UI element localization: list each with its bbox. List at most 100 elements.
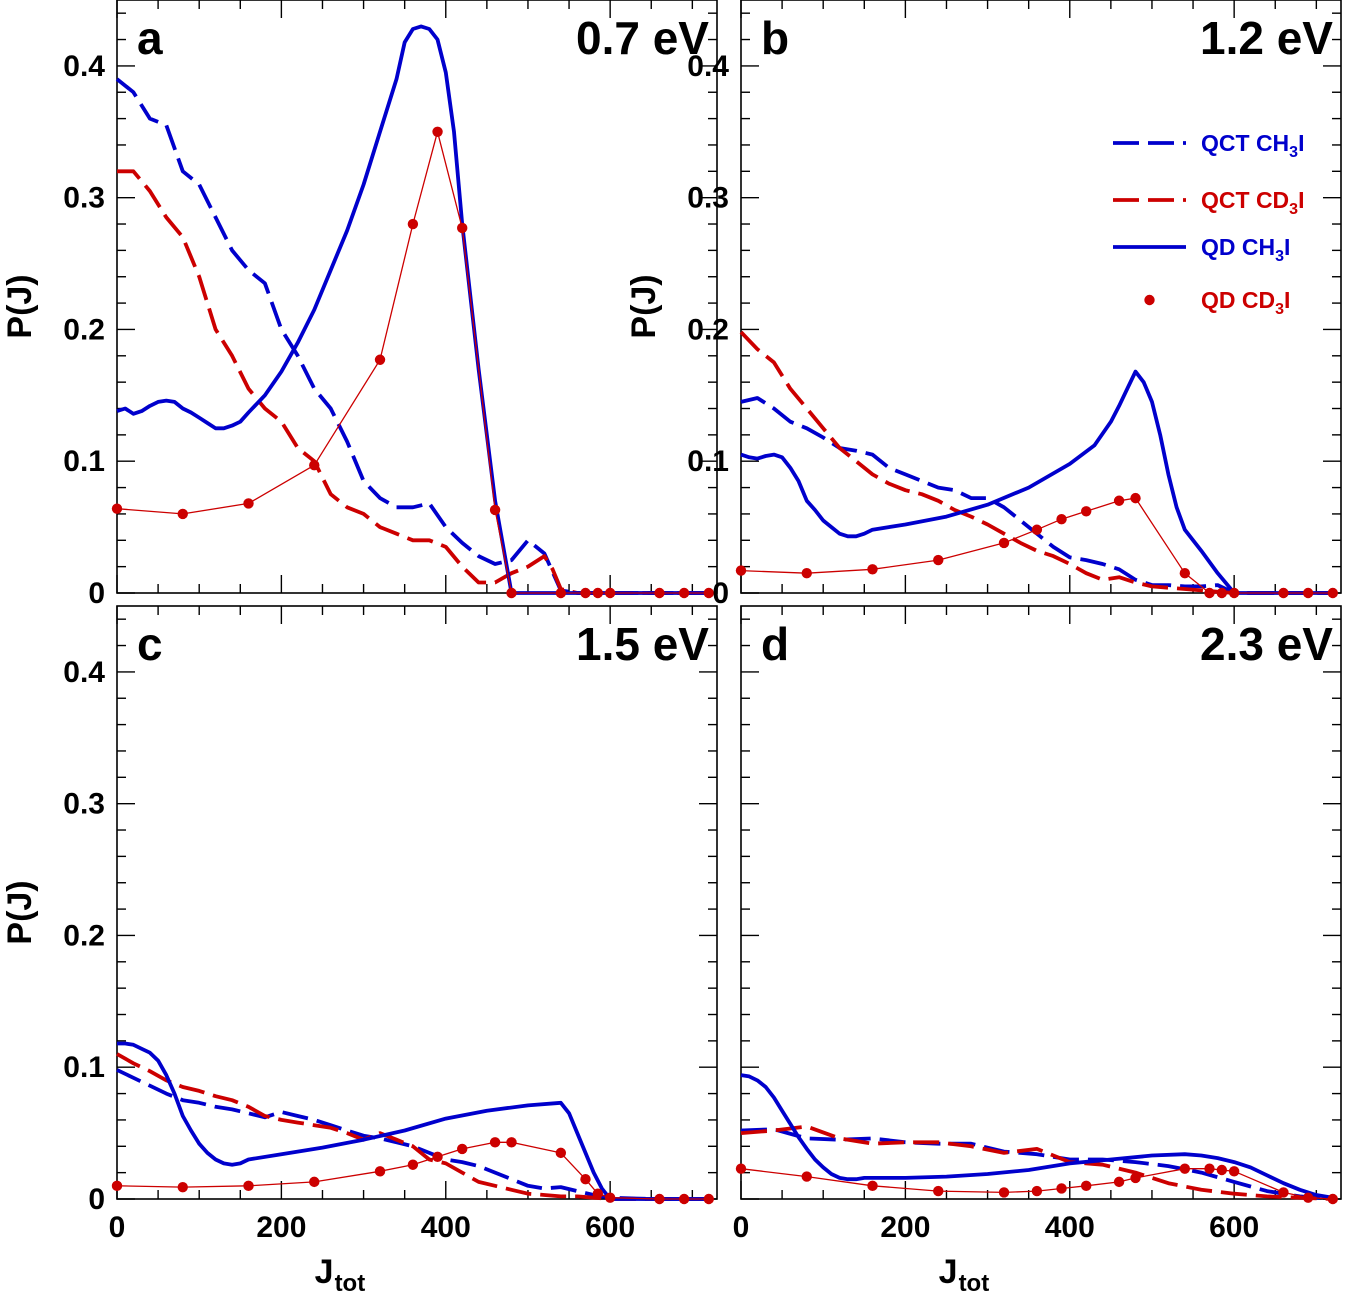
panel-d-qd-cd3i-point (1056, 1183, 1067, 1194)
x-axis-label-subscript: tot (959, 1270, 990, 1292)
panel-d-qd-cd3i-point (1031, 1185, 1043, 1197)
panel-b-series-qct-ch3i (740, 396, 1333, 595)
panel-d-frame (740, 605, 1342, 1200)
legend-label-tail: I (1298, 130, 1304, 156)
panel-c-qd-cd3i-point (555, 1147, 567, 1159)
panel-d-qd-cd3i-point (735, 1163, 747, 1174)
x-axis-label: J (315, 1253, 334, 1291)
panel-d-qd-cd3i-point (1228, 1166, 1240, 1177)
panel-d-qd-cd3i-point (1327, 1193, 1338, 1205)
panel-a-qd-cd3i-point (374, 354, 386, 365)
y-tick-label: 0.1 (63, 1051, 105, 1084)
panel-b-qd-cd3i-point (801, 568, 812, 579)
panel-b-qd-cd3i-point (1327, 587, 1338, 599)
panel-b-qd-cd3i-point (1228, 587, 1240, 599)
panel-d-qd-cd3i-point (933, 1185, 944, 1197)
panel-b-qd-cd3i-point (998, 537, 1010, 549)
y-tick-label: 0.2 (687, 313, 729, 346)
panel-b-qd-cd3i-point (1081, 506, 1092, 517)
y-tick-label: 0.2 (63, 313, 105, 346)
y-tick-label: 0.2 (63, 919, 105, 952)
panel-d-series-qct-ch3i (740, 1127, 1333, 1201)
panel-b-letter: b (761, 12, 789, 64)
y-axis-label: P(J) (1, 274, 39, 338)
y-tick-label: 0 (88, 1183, 105, 1216)
panel-b-energy-label: 1.2 eV (1200, 12, 1333, 64)
panel-d-qd-cd3i-point (1204, 1163, 1215, 1174)
y-tick-label: 0.4 (63, 656, 105, 689)
panel-c-qd-cd3i-point (604, 1192, 616, 1203)
panel-b-qd-cd3i-point (1130, 492, 1141, 504)
legend-label-main: QD CH (1201, 234, 1275, 260)
panel-c-qd-cd3i-point (243, 1180, 254, 1192)
y-tick-label: 0 (88, 577, 105, 610)
panel-c-qd-cd3i-point (309, 1176, 320, 1188)
panel-a-qd-cd3i-point (407, 218, 419, 230)
panel-c-qd-cd3i-point (580, 1174, 591, 1185)
text-layer: 0 0.1 0.2 0.3 0.4 P(J) a 0.7 eV 0 0.1 0.2 0.3 0.4 P(J… (1, 12, 1333, 1297)
panel-b-series-qct-cd3i (739, 330, 1333, 595)
panel-c-qd-cd3i-point (407, 1159, 419, 1170)
legend-label-tail: I (1298, 187, 1304, 213)
legend-label-2: QD CH3I (1201, 234, 1290, 265)
panel-d-qd-cd3i-point (801, 1171, 812, 1182)
y-tick-label: 0.4 (63, 50, 105, 83)
y-tick-label: 0.3 (63, 788, 105, 821)
panel-d-qd-cd3i-point (1113, 1176, 1125, 1188)
panel-b-qd-cd3i-point (933, 554, 944, 566)
panel-a-qd-cd3i-point (654, 587, 665, 599)
x-tick-label: 0 (109, 1211, 126, 1244)
panel-b-qd-cd3i-point (1031, 524, 1043, 535)
x-tick-label: 0 (733, 1211, 750, 1244)
y-axis-label: P(J) (1, 880, 39, 944)
panel-a-qd-cd3i-point (703, 587, 714, 599)
panel-d-qd-cd3i-point (1216, 1164, 1228, 1176)
legend-label-main: QCT CH (1201, 130, 1289, 156)
x-tick-label: 200 (256, 1211, 306, 1244)
panel-b-qd-cd3i-point (1216, 587, 1228, 599)
panel-b-qd-cd3i-point (1302, 587, 1314, 599)
panel-b-qd-cd3i-point (1113, 495, 1125, 506)
panel-a-letter: a (137, 12, 163, 64)
panel-a-series-qd-ch3i (116, 24, 709, 595)
panel-a-series-qct-cd3i (117, 169, 709, 595)
panel-b-qd-cd3i-point (867, 564, 878, 575)
panel-d-series-qd-ch3i (740, 1073, 1334, 1200)
panel-c-qd-cd3i-point (592, 1188, 604, 1199)
panel-b-qd-cd3i-point (1056, 514, 1067, 525)
panel-c-qd-cd3i-point (374, 1166, 386, 1177)
panel-d-qd-cd3i-point (1179, 1163, 1191, 1174)
x-tick-label: 200 (880, 1211, 930, 1244)
panel-d-qd-cd3i-point (1081, 1180, 1092, 1192)
y-axis-label: P(J) (625, 274, 663, 338)
x-axis-label-subscript: tot (335, 1270, 366, 1292)
legend-label-subscript: 3 (1275, 248, 1284, 265)
x-axis-label: J (939, 1253, 958, 1291)
panel-c-qd-cd3i-point (654, 1193, 665, 1205)
panel-c-letter: c (137, 618, 163, 670)
panel-d-energy-label: 2.3 eV (1200, 618, 1333, 670)
panel-a-qd-cd3i-point (592, 587, 604, 599)
panel-c-qd-cd3i-point (489, 1137, 501, 1148)
panel-a-qd-cd3i-point (177, 508, 188, 520)
panel-a-qd-cd3i-point (457, 222, 468, 234)
panel-d-letter: d (761, 618, 789, 670)
legend-label-subscript: 3 (1289, 201, 1298, 218)
x-tick-label: 600 (1209, 1211, 1259, 1244)
panel-b-qd-cd3i-point (1204, 587, 1215, 599)
panel-b-qd-cd3i-point (1179, 568, 1191, 579)
panel-d-qd-cd3i-point (998, 1187, 1010, 1198)
legend-label-1: QCT CD3I (1201, 187, 1304, 218)
legend-label-main: QCT CD (1201, 187, 1289, 213)
panel-a-energy-label: 0.7 eV (576, 12, 709, 64)
legend-marker-3 (1144, 294, 1155, 306)
legend-label-3: QD CD3I (1201, 287, 1290, 318)
panel-a-qd-cd3i-point (243, 498, 254, 509)
legend-label-tail: I (1284, 287, 1290, 313)
y-tick-label: 0.1 (687, 445, 729, 478)
panel-c-qd-cd3i-point (703, 1193, 714, 1205)
panel-a-qd-cd3i-point (309, 459, 320, 471)
